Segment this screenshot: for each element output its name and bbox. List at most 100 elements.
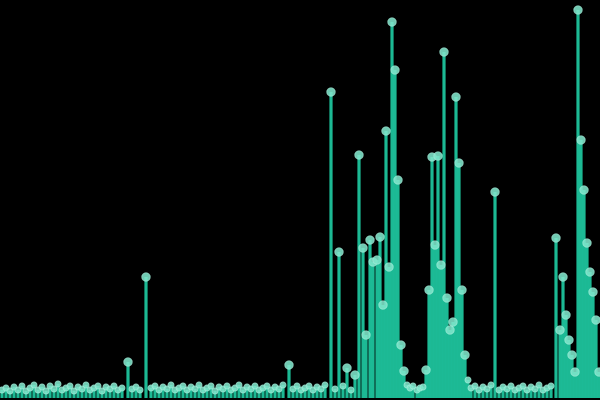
stem-marker bbox=[551, 233, 561, 243]
stem-marker bbox=[50, 385, 58, 393]
stem-marker bbox=[66, 382, 74, 390]
stem-marker bbox=[334, 247, 344, 257]
stem-marker bbox=[110, 382, 118, 390]
stem-marker bbox=[424, 285, 434, 295]
stem-marker bbox=[430, 240, 440, 250]
stem-marker bbox=[487, 381, 495, 389]
stem-marker bbox=[6, 387, 14, 395]
stem-marker bbox=[54, 380, 62, 388]
stem-marker bbox=[507, 382, 515, 390]
stem-marker bbox=[94, 382, 102, 390]
stem-marker bbox=[561, 310, 571, 320]
stem-marker bbox=[293, 382, 301, 390]
stem-marker bbox=[284, 360, 294, 370]
stem-marker bbox=[442, 293, 452, 303]
stem-marker bbox=[399, 366, 409, 376]
stem-marker bbox=[191, 385, 199, 393]
stem-marker bbox=[387, 17, 397, 27]
stem-marker bbox=[519, 382, 527, 390]
stem-marker bbox=[354, 150, 364, 160]
stem-marker bbox=[42, 387, 50, 395]
stem-marker bbox=[70, 387, 78, 395]
stem-marker bbox=[591, 315, 600, 325]
stem-marker bbox=[118, 384, 126, 392]
stem-marker bbox=[471, 382, 479, 390]
stem-marker bbox=[275, 385, 283, 393]
stem-marker bbox=[570, 367, 580, 377]
stem-marker bbox=[582, 238, 592, 248]
stem-marker bbox=[331, 385, 339, 393]
stem-marker bbox=[141, 272, 151, 282]
stem-marker bbox=[350, 370, 360, 380]
stem-marker bbox=[567, 350, 577, 360]
stem-marker bbox=[579, 185, 589, 195]
stem-marker bbox=[326, 87, 336, 97]
stem-marker bbox=[263, 382, 271, 390]
stem-marker bbox=[211, 387, 219, 395]
stem-marker bbox=[558, 272, 568, 282]
stem-marker bbox=[82, 381, 90, 389]
stem-marker bbox=[457, 285, 467, 295]
stem-marker bbox=[207, 382, 215, 390]
stem-marker bbox=[375, 232, 385, 242]
stem-marker bbox=[419, 383, 427, 391]
stem-marker bbox=[390, 65, 400, 75]
stem-marker bbox=[378, 300, 388, 310]
stem-marker bbox=[30, 381, 38, 389]
stem-marker bbox=[167, 381, 175, 389]
stem-marker bbox=[409, 382, 417, 390]
stem-marker bbox=[14, 386, 22, 394]
stem-marker bbox=[361, 330, 371, 340]
stem-marker bbox=[396, 340, 406, 350]
stem-marker bbox=[279, 381, 287, 389]
stem-marker bbox=[235, 381, 243, 389]
stem-marker bbox=[464, 376, 472, 384]
stem-marker bbox=[317, 385, 325, 393]
stem-marker bbox=[358, 243, 368, 253]
stem-marker bbox=[321, 381, 329, 389]
stem-marker bbox=[585, 267, 595, 277]
stem-marker bbox=[564, 335, 574, 345]
stem-marker bbox=[123, 357, 133, 367]
stem-marker bbox=[98, 387, 106, 395]
stem-marker bbox=[436, 260, 446, 270]
stem-marker bbox=[439, 47, 449, 57]
stem-marker bbox=[421, 365, 431, 375]
stem-marker bbox=[483, 385, 491, 393]
stem-marker bbox=[573, 5, 583, 15]
stem-marker bbox=[384, 262, 394, 272]
stem-marker bbox=[547, 382, 555, 390]
stem-marker bbox=[393, 175, 403, 185]
stem-marker bbox=[78, 385, 86, 393]
stem-marker bbox=[490, 187, 500, 197]
stem-marker bbox=[594, 367, 600, 377]
stem-marker bbox=[151, 382, 159, 390]
stem-marker bbox=[251, 382, 259, 390]
stem-marker bbox=[451, 92, 461, 102]
stem-marker bbox=[445, 325, 455, 335]
stem-marker bbox=[555, 325, 565, 335]
stem-marker bbox=[531, 385, 539, 393]
stem-marker bbox=[305, 382, 313, 390]
stem-marker bbox=[365, 235, 375, 245]
stem-marker bbox=[195, 381, 203, 389]
markers-layer bbox=[0, 5, 600, 395]
stem-marker bbox=[163, 385, 171, 393]
stem-marker bbox=[339, 382, 347, 390]
stem-marker bbox=[535, 381, 543, 389]
stem-marker bbox=[588, 287, 598, 297]
stem-marker bbox=[18, 382, 26, 390]
stem-marker bbox=[433, 151, 443, 161]
stem-marker bbox=[342, 363, 352, 373]
stem-marker bbox=[448, 317, 458, 327]
stem-marker bbox=[372, 255, 382, 265]
stem-marker bbox=[179, 382, 187, 390]
stem-marker bbox=[460, 350, 470, 360]
stem-marker bbox=[381, 126, 391, 136]
stem-marker bbox=[223, 382, 231, 390]
stem-marker bbox=[38, 383, 46, 391]
stem-marker bbox=[454, 158, 464, 168]
